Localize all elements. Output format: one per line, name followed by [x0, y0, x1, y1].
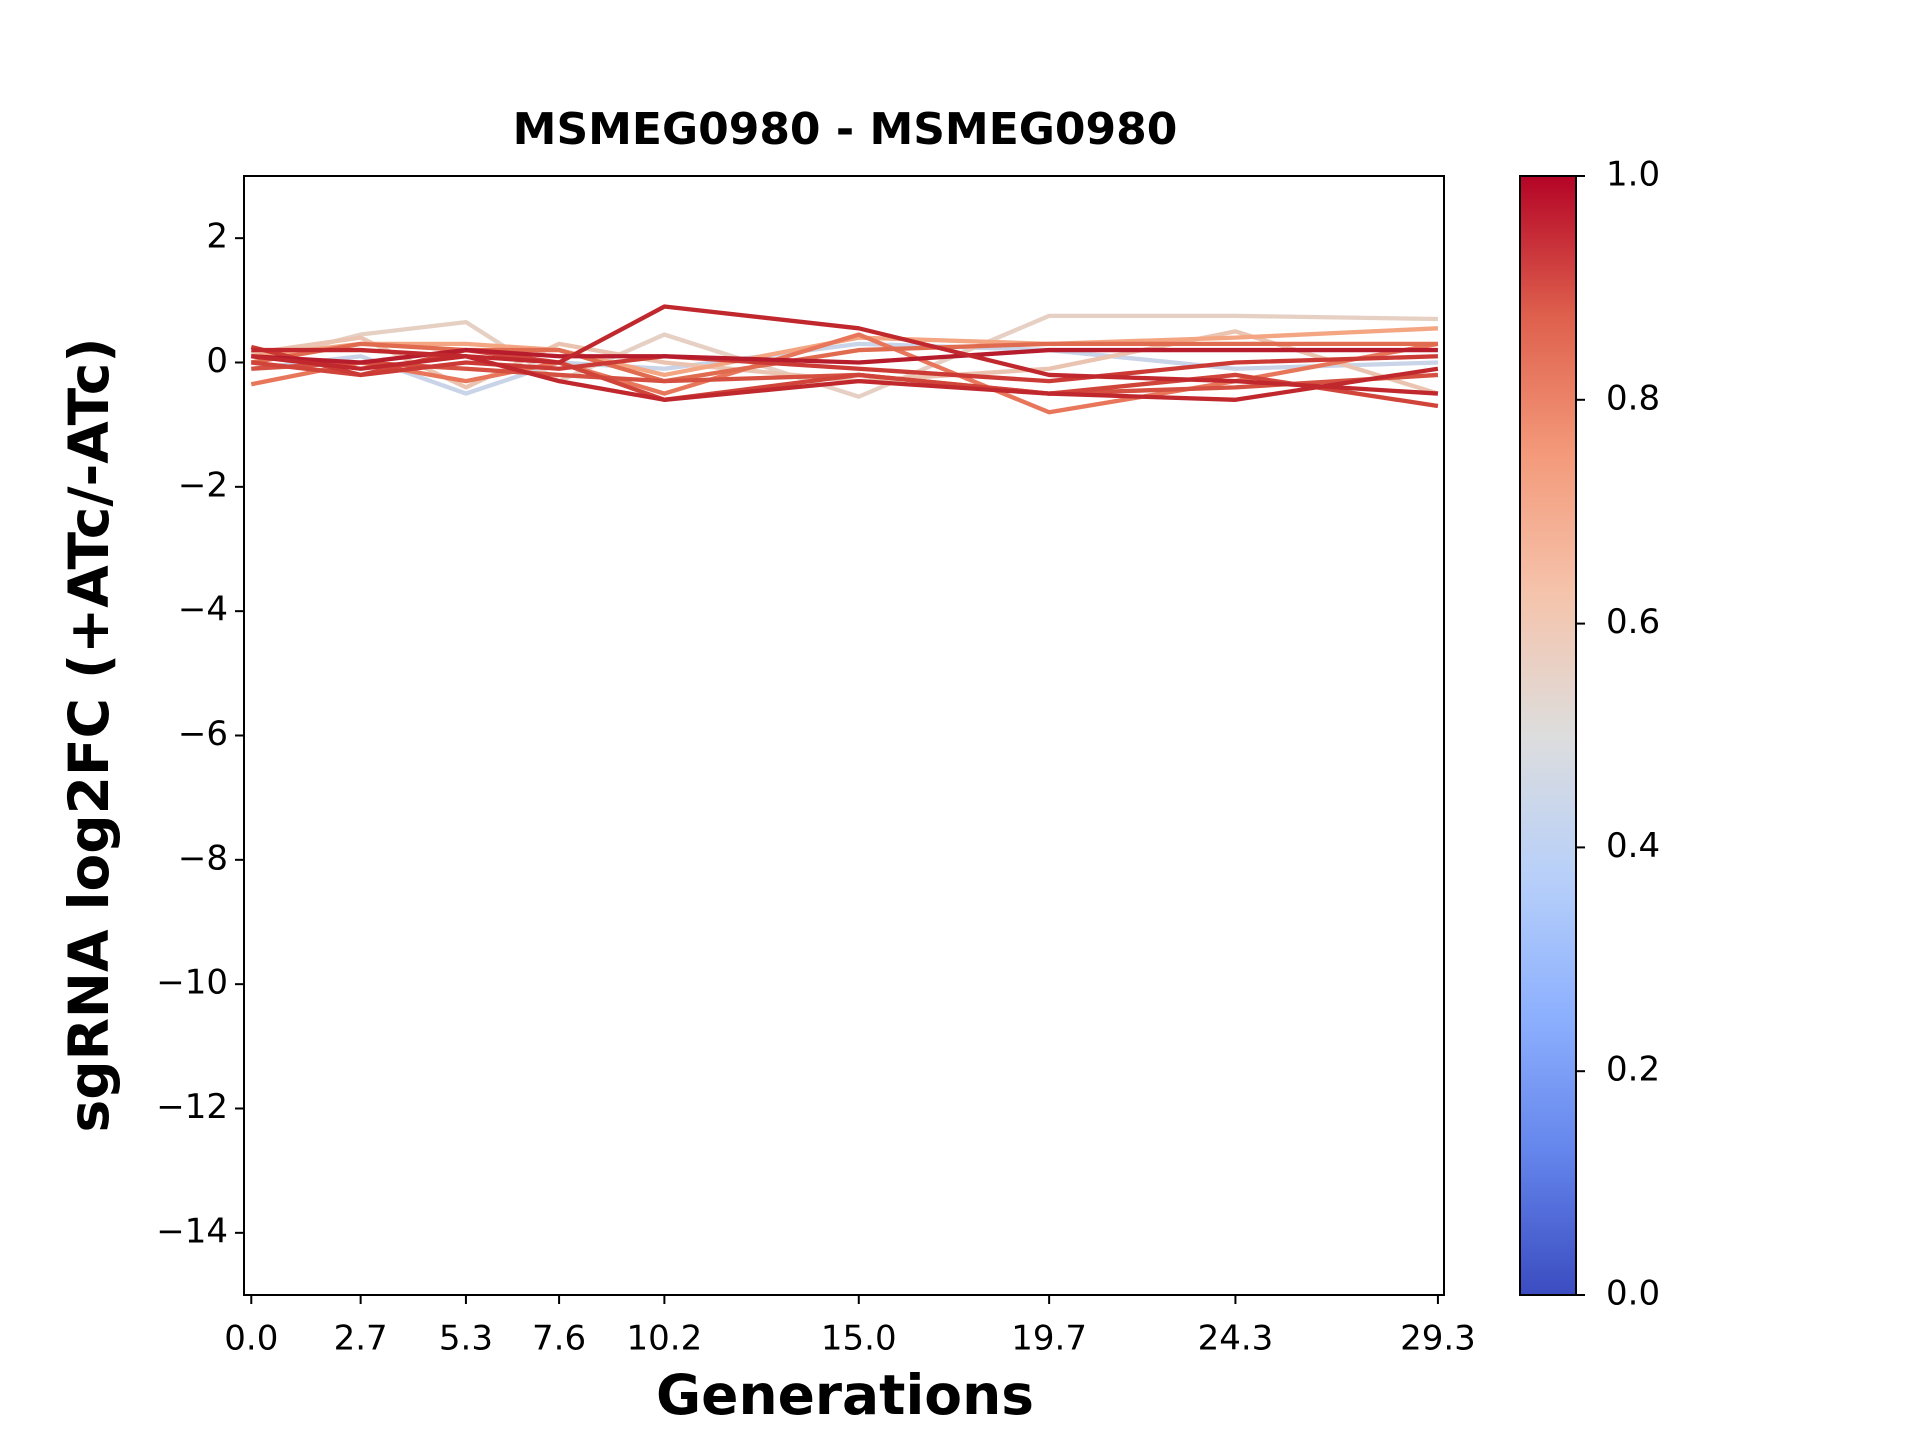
y-tick-label: −10	[156, 963, 228, 1003]
colorbar-tick-label: 0.2	[1606, 1050, 1660, 1090]
y-tick-label: −2	[178, 465, 228, 505]
x-tick-label: 10.2	[627, 1319, 703, 1359]
y-tick-label: −4	[178, 590, 228, 630]
data-line	[251, 347, 1438, 365]
chart-title: MSMEG0980 - MSMEG0980	[513, 104, 1178, 155]
x-tick-label: 7.6	[532, 1319, 586, 1359]
y-tick-label: 2	[206, 217, 228, 257]
colorbar	[1519, 175, 1577, 1296]
colorbar-tick-label: 0.4	[1606, 826, 1660, 866]
x-tick-label: 2.7	[334, 1319, 388, 1359]
y-axis-label: sgRNA log2FC (+ATc/-ATc)	[57, 337, 121, 1132]
colorbar-tick-label: 0.0	[1606, 1274, 1660, 1314]
y-tick-label: −8	[178, 838, 228, 878]
data-line	[251, 304, 1439, 396]
x-tick-label: 19.7	[1011, 1319, 1087, 1359]
y-tick-label: −6	[178, 714, 228, 754]
y-tick-label: −14	[156, 1211, 228, 1251]
x-tick-label: 0.0	[224, 1319, 278, 1359]
colorbar-tick-label: 1.0	[1606, 155, 1660, 195]
x-tick-label: 24.3	[1198, 1319, 1274, 1359]
data-line	[251, 347, 1439, 402]
colorbar-tick-label: 0.6	[1606, 602, 1660, 642]
plot-frame	[243, 175, 1445, 1296]
y-tick-label: 0	[206, 341, 228, 381]
x-tick-label: 15.0	[821, 1319, 897, 1359]
x-tick-label: 5.3	[439, 1319, 493, 1359]
colorbar-tick-label: 0.8	[1606, 378, 1660, 418]
data-line	[250, 313, 1438, 399]
x-tick-label: 29.3	[1400, 1319, 1476, 1359]
x-axis-label: Generations	[656, 1363, 1034, 1427]
y-tick-label: −12	[156, 1087, 228, 1127]
